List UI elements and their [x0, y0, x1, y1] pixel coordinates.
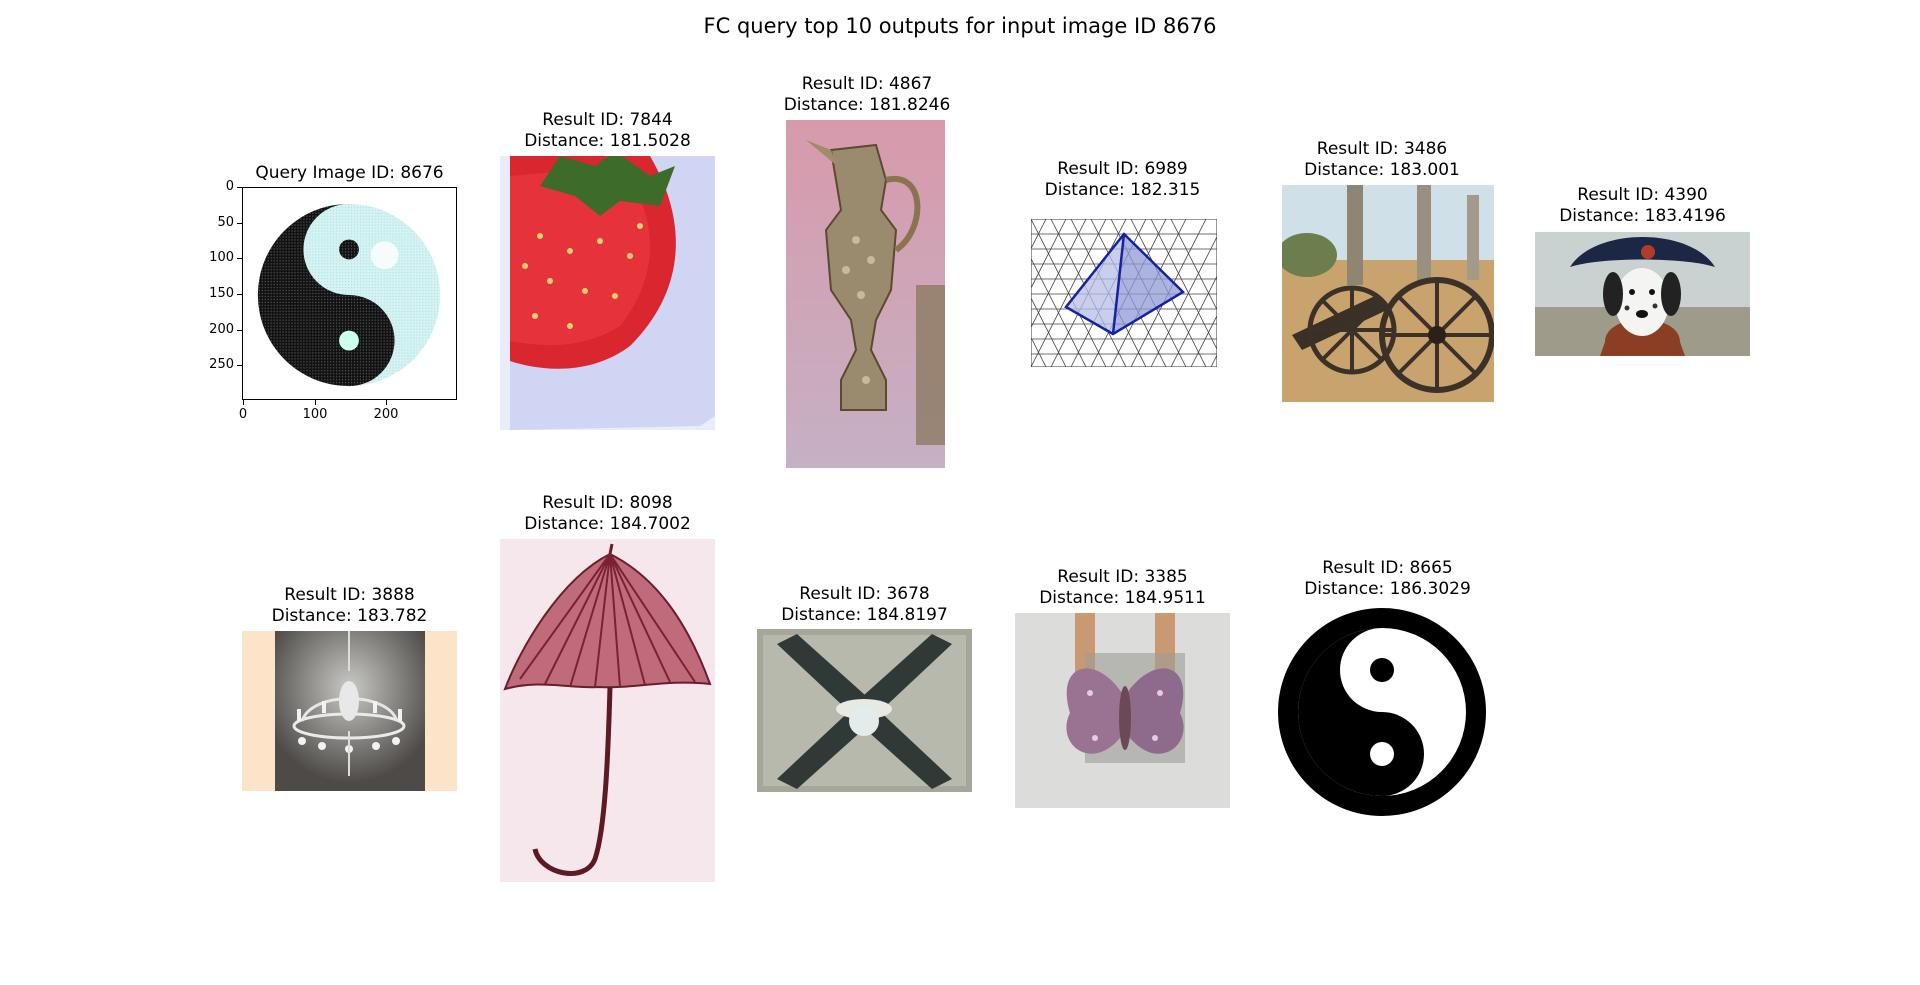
result-distance: Distance: 181.5028	[524, 131, 691, 151]
ewer-drawing	[786, 120, 945, 468]
query-y-tick-mark	[237, 258, 242, 259]
query-y-tick-label: 0	[225, 179, 234, 194]
result-distance: Distance: 183.4196	[1559, 206, 1726, 226]
query-x-tick-mark	[386, 400, 387, 405]
query-x-tick-label: 0	[238, 407, 248, 422]
result-distance: Distance: 182.315	[1044, 180, 1201, 200]
query-x-tick-label: 100	[302, 407, 328, 422]
result-label: Result ID: 3385 Distance: 184.9511	[1015, 567, 1230, 609]
result-distance: Distance: 183.782	[271, 606, 428, 626]
query-x-tick-mark	[315, 400, 316, 405]
result-label: Result ID: 3678 Distance: 184.8197	[757, 584, 972, 626]
figure-title: FC query top 10 outputs for input image …	[703, 14, 1217, 38]
query-y-tick-mark	[237, 330, 242, 331]
result-distance: Distance: 184.8197	[781, 605, 948, 625]
result-image	[1535, 232, 1750, 356]
query-title-text: Query Image ID: 8676	[255, 163, 444, 183]
query-image	[242, 187, 457, 400]
result-id: Result ID: 3888	[284, 585, 415, 605]
result-id: Result ID: 3486	[1316, 139, 1448, 159]
result-distance: Distance: 184.7002	[524, 514, 691, 534]
ceiling-fan-drawing	[757, 629, 972, 792]
result-distance: Distance: 186.3029	[1304, 579, 1471, 599]
result-image	[786, 120, 945, 468]
umbrella-drawing	[500, 539, 715, 882]
result-image	[1282, 185, 1494, 402]
query-y-tick-label: 100	[209, 250, 234, 265]
result-id: Result ID: 8098	[542, 493, 673, 513]
query-title: Query Image ID: 8676	[242, 163, 457, 184]
result-image	[1015, 613, 1230, 808]
query-x-tick-label: 200	[373, 407, 399, 422]
result-label: Result ID: 3888 Distance: 183.782	[242, 585, 457, 627]
query-y-tick-label: 150	[209, 286, 234, 301]
query-y-tick-label: 50	[217, 215, 234, 230]
butterfly-drawing	[1015, 613, 1230, 808]
result-label: Result ID: 7844 Distance: 181.5028	[500, 110, 715, 152]
result-id: Result ID: 8665	[1322, 558, 1453, 578]
query-y-tick-mark	[237, 294, 242, 295]
result-image	[500, 156, 715, 430]
query-y-tick-label: 250	[209, 357, 234, 372]
result-label: Result ID: 4390 Distance: 183.4196	[1535, 185, 1750, 227]
strawberry-drawing	[500, 156, 715, 430]
query-x-tick-mark	[243, 400, 244, 405]
yin-yang-query-drawing	[243, 188, 456, 399]
query-y-tick-mark	[237, 187, 242, 188]
result-image	[757, 629, 972, 792]
result-label: Result ID: 6989 Distance: 182.315	[1030, 159, 1215, 201]
result-id: Result ID: 7844	[542, 110, 673, 130]
result-distance: Distance: 183.001	[1304, 160, 1460, 180]
result-id: Result ID: 6989	[1057, 159, 1188, 179]
result-distance: Distance: 184.9511	[1039, 588, 1206, 608]
yin-yang-icon	[1275, 605, 1490, 820]
chandelier-drawing	[242, 631, 457, 791]
cannon-drawing	[1282, 185, 1494, 402]
pyramid-grid-drawing	[1031, 219, 1217, 367]
result-image	[242, 631, 457, 791]
query-y-tick-label: 200	[209, 322, 234, 337]
query-y-tick-mark	[237, 365, 242, 366]
result-image	[1031, 219, 1217, 367]
result-image	[500, 539, 715, 882]
result-image	[1275, 605, 1490, 820]
result-label: Result ID: 4867 Distance: 181.8246	[777, 74, 957, 116]
result-id: Result ID: 4390	[1577, 185, 1708, 205]
result-id: Result ID: 3678	[799, 584, 930, 604]
result-id: Result ID: 4867	[801, 74, 933, 94]
result-label: Result ID: 8665 Distance: 186.3029	[1280, 558, 1495, 600]
result-distance: Distance: 181.8246	[783, 95, 951, 115]
result-id: Result ID: 3385	[1057, 567, 1188, 587]
query-y-tick-mark	[237, 223, 242, 224]
dalmatian-drawing	[1535, 232, 1750, 356]
result-label: Result ID: 3486 Distance: 183.001	[1282, 139, 1482, 181]
result-label: Result ID: 8098 Distance: 184.7002	[500, 493, 715, 535]
